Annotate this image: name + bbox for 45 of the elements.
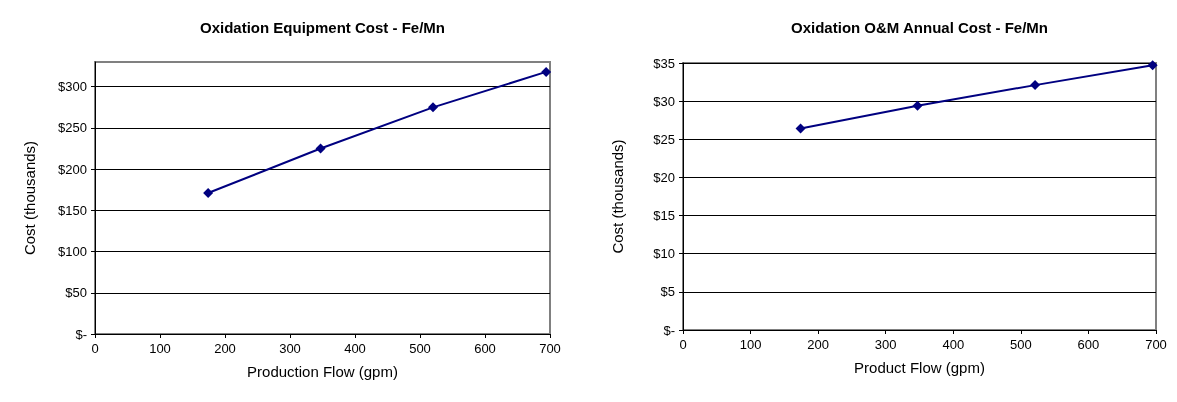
x-tick-label: 0 [91, 341, 99, 356]
y-tick-label: $- [75, 326, 87, 342]
x-tick-label: 700 [1145, 337, 1167, 352]
x-tick-label: 300 [874, 337, 897, 352]
y-tick-label: $200 [58, 161, 87, 177]
x-tick-label: 600 [1077, 337, 1100, 352]
x-tick-label: 100 [149, 341, 171, 356]
x-tick-label: 300 [279, 341, 301, 356]
point [912, 100, 923, 111]
chart-title: Oxidation O&M Annual Cost - Fe/Mn [791, 19, 1048, 36]
x-axis-title: Production Flow (gpm) [247, 363, 398, 380]
point [1147, 60, 1158, 71]
x-tick-label: 200 [807, 337, 829, 352]
point [315, 143, 326, 154]
y-axis-title: Cost (thousands) [21, 140, 38, 256]
point [428, 102, 438, 113]
x-tick-label: 200 [214, 341, 236, 356]
x-tick-label: 400 [344, 341, 366, 356]
y-tick-label: $250 [58, 120, 87, 136]
y-axis-title: Cost (thousands) [609, 139, 626, 254]
x-axis-title: Product Flow (gpm) [854, 359, 985, 376]
point [1030, 80, 1041, 91]
y-tick-label: $150 [58, 202, 87, 218]
point [541, 66, 552, 77]
y-tick-label: $20 [653, 169, 675, 185]
y-tick-label: $10 [653, 246, 675, 262]
x-tick-label: 500 [409, 341, 431, 356]
x-tick-label: 100 [739, 337, 762, 352]
y-tick-label: $100 [58, 244, 87, 260]
y-tick-label: $30 [653, 93, 675, 109]
point [795, 123, 806, 134]
x-tick-label: 700 [539, 341, 561, 356]
point [203, 188, 214, 199]
y-tick-label: $50 [65, 285, 87, 301]
y-tick-label: $35 [653, 55, 675, 71]
x-tick-label: 600 [474, 341, 496, 356]
y-tick-label: $25 [653, 131, 675, 147]
chart-title: Oxidation Equipment Cost - Fe/Mn [200, 19, 445, 36]
y-tick-label: $5 [660, 284, 675, 300]
y-tick-label: $300 [58, 79, 87, 95]
y-tick-label: $- [663, 322, 675, 338]
x-tick-label: 400 [942, 337, 965, 352]
x-tick-label: 0 [679, 337, 687, 352]
y-tick-label: $15 [653, 208, 675, 224]
x-tick-label: 500 [1010, 337, 1032, 352]
